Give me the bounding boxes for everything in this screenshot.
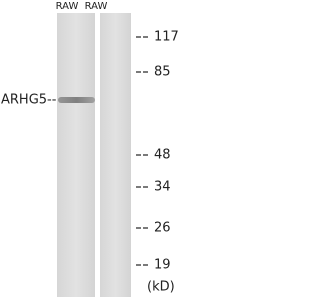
lane-label: RAW — [56, 1, 79, 12]
lane-1 — [57, 13, 95, 297]
marker-label: 26 — [154, 221, 171, 236]
lane-label: RAW — [85, 1, 108, 12]
marker-label: 19 — [154, 258, 171, 273]
marker-group: 117 85 48 34 26 19 — [136, 30, 179, 273]
marker-label: 48 — [154, 148, 171, 163]
marker-label: 85 — [154, 65, 171, 80]
protein-band — [58, 97, 95, 103]
marker-label: 117 — [154, 30, 179, 45]
lane-2 — [100, 13, 131, 297]
unit-label: (kD) — [147, 280, 175, 295]
band-label: ARHG5-- — [1, 93, 57, 108]
blot-figure: RAW RAW ARHG5-- (kD) 117 85 48 34 26 19 — [1, 1, 179, 297]
marker-label: 34 — [154, 180, 171, 195]
